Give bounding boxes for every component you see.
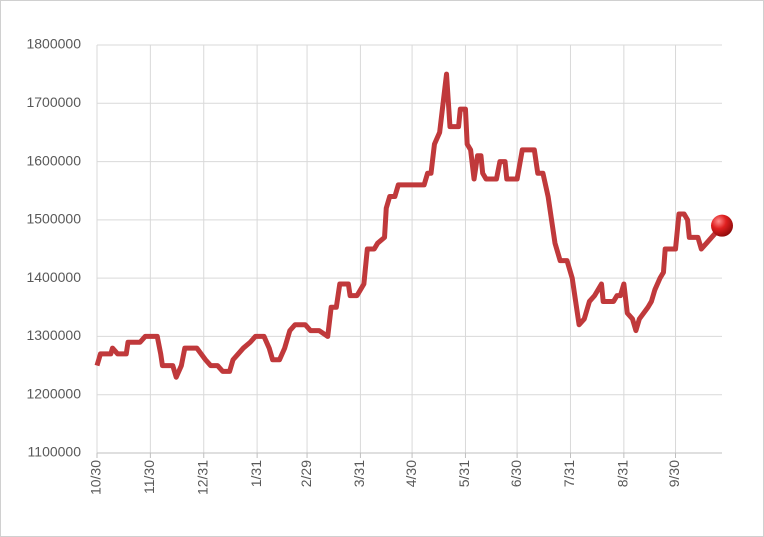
x-tick-label: 11/30 (141, 460, 157, 494)
y-tick-label: 1500000 (26, 211, 81, 227)
x-tick-label: 1/31 (248, 460, 264, 487)
line-series (94, 71, 724, 380)
x-tick-label: 5/31 (456, 460, 472, 487)
y-tick-label: 1100000 (28, 444, 82, 460)
x-tick-label: 12/31 (194, 460, 210, 495)
x-tick-label: 6/30 (508, 460, 524, 487)
x-tick-label: 8/31 (615, 460, 631, 487)
end-marker (711, 214, 733, 237)
x-tick-label: 7/31 (561, 460, 577, 487)
x-tick-label: 4/30 (403, 460, 419, 487)
y-tick-label: 1800000 (26, 36, 81, 52)
x-tick-label: 10/30 (88, 460, 104, 495)
y-tick-label: 1600000 (26, 152, 81, 168)
x-tick-label: 3/31 (351, 460, 367, 487)
y-tick-label: 1200000 (26, 385, 81, 401)
x-tick-label: 9/30 (666, 460, 682, 487)
x-tick-label: 2/29 (298, 460, 314, 487)
y-tick-label: 1300000 (26, 327, 81, 343)
y-tick-label: 1700000 (26, 94, 81, 110)
y-tick-label: 1400000 (26, 269, 81, 285)
